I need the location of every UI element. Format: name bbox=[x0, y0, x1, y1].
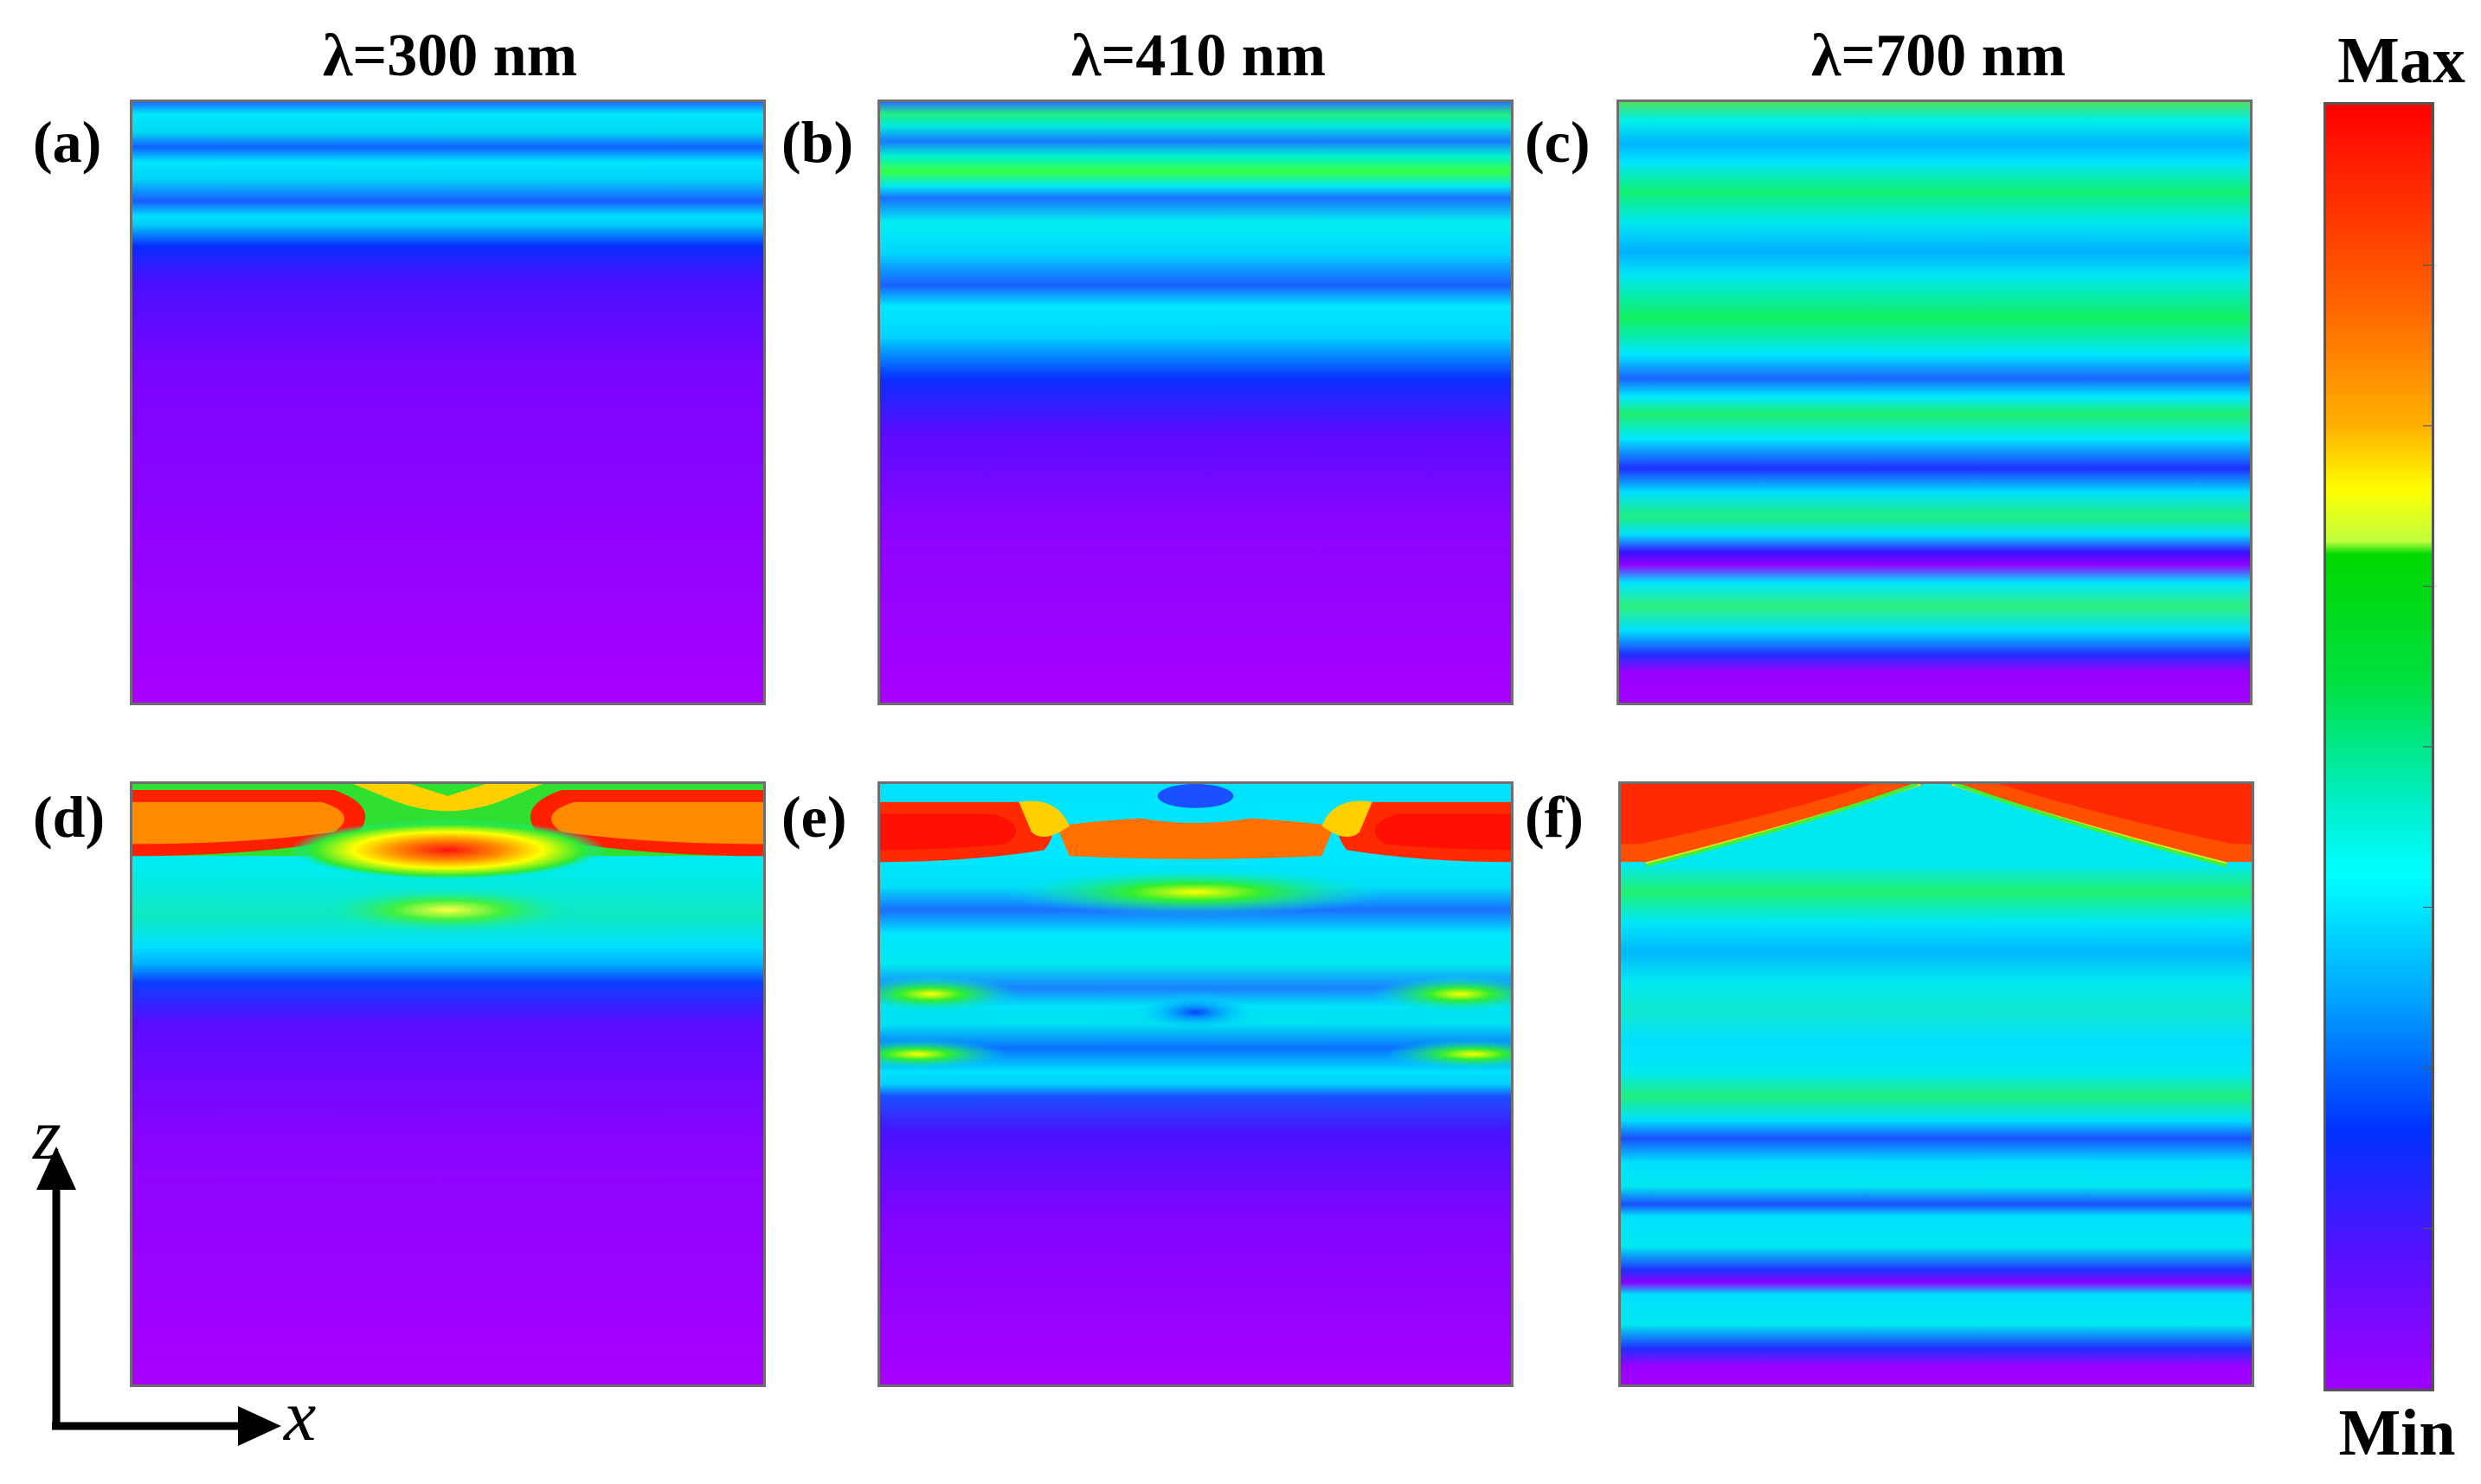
panel-label-e: (e) bbox=[781, 784, 847, 850]
column-title-300nm: λ=300 nm bbox=[322, 22, 577, 89]
axis-label-x: x bbox=[284, 1376, 317, 1456]
axis-arrows-icon bbox=[36, 1147, 281, 1446]
column-title-700nm: λ=700 nm bbox=[1810, 22, 2066, 89]
panel-label-c: (c) bbox=[1525, 109, 1591, 175]
field-map-a bbox=[130, 100, 766, 705]
colorbar-min-label: Min bbox=[2338, 1397, 2456, 1469]
colorbar-max-label: Max bbox=[2337, 24, 2465, 97]
field-map-d bbox=[130, 781, 766, 1387]
panel-label-b: (b) bbox=[781, 109, 854, 175]
field-map-b bbox=[877, 100, 1514, 705]
panel-label-a: (a) bbox=[33, 109, 102, 175]
field-map-c bbox=[1617, 100, 2253, 705]
column-title-410nm: λ=410 nm bbox=[1070, 22, 1326, 89]
field-map-e bbox=[877, 781, 1514, 1387]
colorbar bbox=[2324, 102, 2434, 1391]
field-map-f bbox=[1618, 781, 2254, 1387]
panel-label-f: (f) bbox=[1525, 784, 1584, 850]
panel-label-d: (d) bbox=[33, 784, 106, 850]
